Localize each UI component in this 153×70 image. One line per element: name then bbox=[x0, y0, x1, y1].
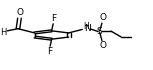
Text: O: O bbox=[100, 41, 107, 50]
Text: O: O bbox=[100, 13, 107, 22]
Text: N: N bbox=[84, 24, 91, 33]
Text: F: F bbox=[51, 14, 56, 23]
Text: H: H bbox=[0, 28, 7, 37]
Text: O: O bbox=[17, 8, 24, 17]
Text: S: S bbox=[96, 27, 102, 36]
Text: H: H bbox=[83, 22, 89, 31]
Text: F: F bbox=[47, 47, 52, 56]
